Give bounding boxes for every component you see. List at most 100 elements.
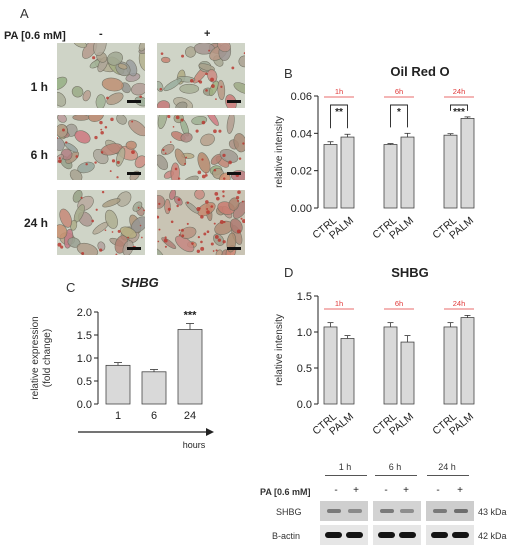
cell [73,43,87,48]
bar-24h-ctrl [443,326,458,405]
lipid-droplet [94,161,97,164]
wb-bracket-6h [375,475,417,476]
cell [131,82,145,96]
lipid-droplet [170,220,174,224]
micrograph-1h-pa [157,43,245,108]
lipid-droplet [75,155,79,158]
lipid-droplet [197,170,202,175]
cell [57,115,67,123]
lipid-droplet [215,98,217,101]
wb-kda-bactin: 42 kDa [478,531,507,541]
lipid-droplet [241,200,244,203]
lipid-droplet [242,142,245,145]
cell [205,115,219,127]
lipid-droplet [111,159,116,163]
wb-band-bactin-1h-minus [325,532,342,538]
lipid-droplet [240,217,243,220]
cell [57,91,67,107]
lipid-droplet [197,236,200,239]
lipid-droplet [94,135,98,140]
group-label: 6h [395,299,403,308]
lipid-droplet [60,245,64,249]
lipid-droplet [158,202,161,205]
lipid-droplet [100,131,104,135]
lipid-droplet [218,129,222,133]
cell [116,115,127,125]
lipid-droplet [210,242,214,246]
lipid-droplet [178,233,181,236]
y-tick-label: 0.5 [77,376,92,388]
column-label-minus: - [99,28,103,40]
cell [179,83,200,94]
y-tick-label: 1.5 [297,291,312,303]
micrograph-6h-pa [157,115,245,180]
cell [128,119,145,137]
lipid-droplet [186,222,189,225]
cell [72,115,90,121]
lipid-droplet [181,234,185,238]
group-label: 24h [453,299,466,308]
wb-strip-bactin-1h [320,525,368,545]
y-tick-label: 1.0 [297,327,312,339]
lipid-droplet [235,195,240,200]
lipid-droplet [181,228,184,232]
lipid-droplet [191,242,194,245]
bar-24h-palm [460,317,475,405]
wb-kda-shbg: 43 kDa [478,507,507,517]
lipid-droplet [65,141,68,144]
group-label: 24h [453,87,466,96]
x-tick-label: 6 [151,410,157,422]
lipid-droplet [99,248,103,252]
wb-sign-24h-plus: + [457,485,463,496]
lipid-droplet [222,190,225,193]
lipid-droplet [92,56,96,60]
y-axis-label: relative expression [30,316,41,399]
cell [233,133,245,153]
cell [226,115,235,134]
bar-1h-ctrl [323,326,338,405]
cell [157,247,165,255]
bar-24h [177,329,203,405]
lipid-droplet [131,120,134,123]
cell [157,195,165,209]
lipid-droplet [91,219,95,223]
lipid-droplet [220,85,223,88]
lipid-droplet [109,170,112,173]
cell [174,148,187,167]
lipid-droplet [243,52,245,55]
scale-bar [127,100,141,103]
y-tick-label: 0.04 [291,128,312,140]
cell [97,241,106,251]
group-label: 1h [335,299,343,308]
cell [104,209,118,229]
x-axis-arrowhead [206,428,214,436]
row-label-6h: 6 h [30,148,48,162]
lipid-droplet [104,229,107,232]
lipid-droplet [127,236,130,239]
cell [161,143,175,156]
lipid-droplet [159,87,163,91]
panel-a-letter: A [20,6,29,21]
lipid-droplet [164,236,167,239]
bar-24h-ctrl [443,134,458,209]
cell [170,162,180,180]
y-axis-label: (fold change) [42,329,53,387]
lipid-droplet [206,210,210,214]
group-label: 6h [395,87,403,96]
lipid-droplet [162,148,165,152]
y-tick-label: 1.5 [77,330,92,342]
lipid-droplet [200,246,205,251]
cell [106,51,123,66]
cell [101,77,124,92]
x-axis-label: hours [183,440,206,450]
cell [169,190,176,200]
lipid-droplet [222,177,226,180]
lipid-droplet [175,115,180,120]
row-label-24h: 24 h [24,216,49,230]
lipid-droplet [186,201,190,204]
lipid-droplet [242,219,245,224]
row-label-1h: 1 h [30,80,48,94]
cell [88,115,104,122]
cell [185,201,199,214]
wb-strip-shbg-6h [373,501,421,521]
